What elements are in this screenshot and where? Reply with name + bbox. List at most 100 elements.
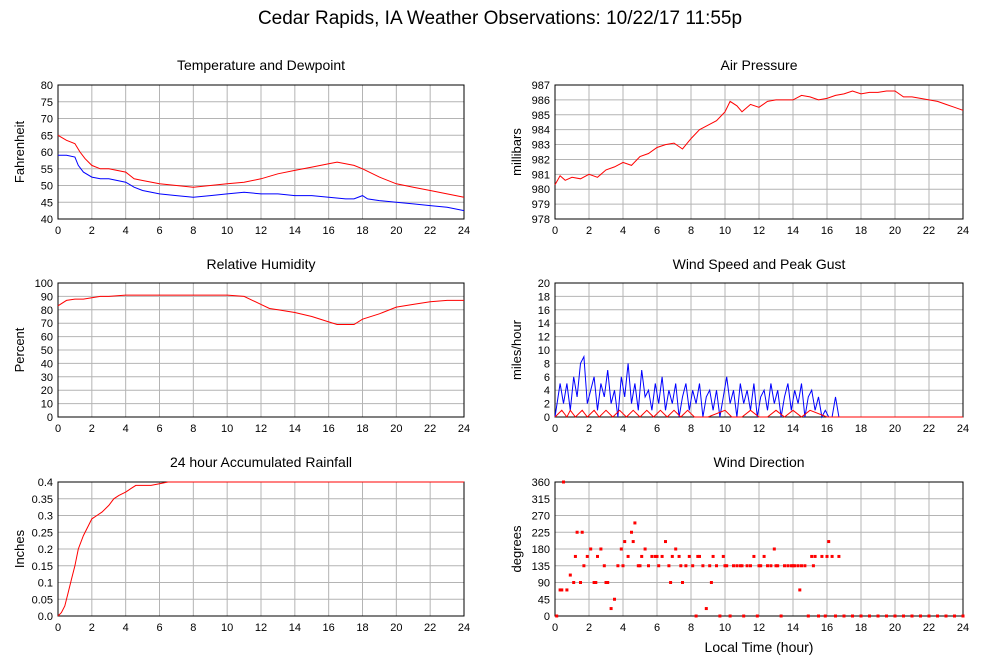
wind-direction-point <box>582 564 586 568</box>
wind-direction-point <box>606 581 610 584</box>
wind-speed-ytick-label: 14 <box>538 318 550 330</box>
rainfall-xtick-label: 22 <box>424 622 436 634</box>
wind-direction-point <box>721 554 725 558</box>
wind-direction-point <box>752 554 756 558</box>
wind-direction-ytick-label: 90 <box>538 578 550 590</box>
wind-direction-xtick-label: 2 <box>586 622 592 634</box>
rainfall-xtick-label: 4 <box>123 622 129 634</box>
humidity-title: Relative Humidity <box>207 256 316 272</box>
humidity-series-line-1 <box>57 294 464 325</box>
wind-direction-point <box>657 564 661 568</box>
temperature-xtick-label: 6 <box>156 225 162 237</box>
wind-direction-point <box>749 564 752 568</box>
humidity-xtick-label: 2 <box>89 423 95 435</box>
pressure-ytick-label: 986 <box>532 95 550 107</box>
wind-direction-point <box>789 564 793 568</box>
wind-speed-ytick-label: 0 <box>544 412 550 424</box>
wind-direction-point <box>776 564 780 568</box>
wind-direction-point <box>728 614 732 618</box>
wind-direction-point <box>609 607 613 611</box>
wind-direction-point <box>757 564 761 568</box>
rainfall-xtick-label: 6 <box>156 622 162 634</box>
wind-direction-point <box>696 554 700 558</box>
wind-direction-point <box>738 564 742 568</box>
humidity-ytick-label: 30 <box>41 372 53 384</box>
wind-direction-point <box>830 554 834 558</box>
pressure-frame <box>554 84 964 220</box>
wind-direction-point <box>769 564 773 568</box>
wind-speed-xtick-label: 12 <box>753 423 765 435</box>
wind-direction-point <box>592 581 596 584</box>
rainfall-ytick-label: 0.15 <box>32 561 53 573</box>
wind-direction-point <box>813 554 817 558</box>
wind-direction-point <box>633 521 637 525</box>
humidity-xtick-label: 4 <box>123 423 129 435</box>
wind-direction-point <box>681 581 684 584</box>
wind-direction-point <box>555 614 559 618</box>
temperature-xtick-label: 22 <box>424 225 436 237</box>
wind-direction-point <box>742 614 746 618</box>
wind-direction-point <box>786 564 790 568</box>
humidity-frame <box>57 282 465 418</box>
temperature-ytick-label: 80 <box>41 80 53 92</box>
wind-direction-point <box>667 564 671 568</box>
wind-direction-point <box>560 588 564 592</box>
humidity-ytick-label: 0 <box>47 412 53 424</box>
wind-direction-xtick-label: 0 <box>552 622 558 634</box>
wind-direction-point <box>691 564 695 568</box>
temperature-ytick-label: 50 <box>41 181 53 193</box>
wind-direction-point <box>723 564 727 568</box>
wind-speed-ytick-label: 10 <box>538 345 550 357</box>
temperature-xtick-label: 10 <box>221 225 233 237</box>
wind-direction-point <box>827 540 831 544</box>
pressure-xtick-label: 0 <box>552 225 558 237</box>
humidity-xtick-label: 6 <box>156 423 162 435</box>
humidity-ylabel: Percent <box>12 327 27 372</box>
wind-direction-point <box>626 554 630 558</box>
wind-direction-point <box>585 554 589 558</box>
temperature-xtick-label: 4 <box>123 225 129 237</box>
humidity-ytick-label: 60 <box>41 332 53 344</box>
temperature-xtick-label: 8 <box>190 225 196 237</box>
temperature-xtick-label: 16 <box>323 225 335 237</box>
temperature-ylabel: Fahrenheit <box>12 121 27 184</box>
temperature-series-line-2 <box>58 154 465 212</box>
pressure-xtick-label: 14 <box>787 225 799 237</box>
wind-speed-series-line-2 <box>554 409 963 418</box>
wind-speed-xtick-label: 0 <box>552 423 558 435</box>
wind-direction-point <box>653 554 657 558</box>
wind-speed-xtick-label: 14 <box>787 423 799 435</box>
wind-direction-frame <box>554 481 964 617</box>
wind-direction-point <box>694 614 698 618</box>
wind-direction-xtick-label: 12 <box>753 622 765 634</box>
wind-direction-point <box>562 480 565 484</box>
wind-direction-point <box>580 530 584 534</box>
wind-direction-point <box>636 564 640 568</box>
humidity-ytick-label: 40 <box>41 358 53 370</box>
temperature-ytick-label: 70 <box>41 114 53 126</box>
humidity-xtick-label: 14 <box>289 423 301 435</box>
wind-direction-point <box>565 588 569 592</box>
temperature-ytick-label: 65 <box>41 130 53 142</box>
wind-direction-point <box>687 554 691 558</box>
wind-speed-ytick-label: 16 <box>538 305 550 317</box>
wind-direction-point <box>709 581 713 584</box>
page-title: Cedar Rapids, IA Weather Observations: 1… <box>257 8 743 29</box>
rainfall-xtick-label: 12 <box>255 622 267 634</box>
pressure-xtick-label: 10 <box>719 225 731 237</box>
wind-direction-ytick-label: 270 <box>532 511 550 523</box>
wind-direction-point <box>793 564 797 568</box>
rainfall-xtick-label: 18 <box>356 622 368 634</box>
rainfall-xtick-label: 24 <box>458 622 470 634</box>
wind-direction-ylabel: degrees <box>509 525 524 572</box>
wind-speed-xtick-label: 24 <box>957 423 969 435</box>
temperature-xtick-label: 20 <box>390 225 402 237</box>
wind-direction-point <box>796 564 800 568</box>
wind-direction-xtick-label: 22 <box>923 622 935 634</box>
wind-direction-point <box>664 540 667 544</box>
wind-direction-point <box>820 554 824 558</box>
humidity-xtick-label: 22 <box>424 423 436 435</box>
wind-direction-xlabel: Local Time (hour) <box>705 639 814 655</box>
rainfall-ytick-label: 0.25 <box>32 527 53 539</box>
